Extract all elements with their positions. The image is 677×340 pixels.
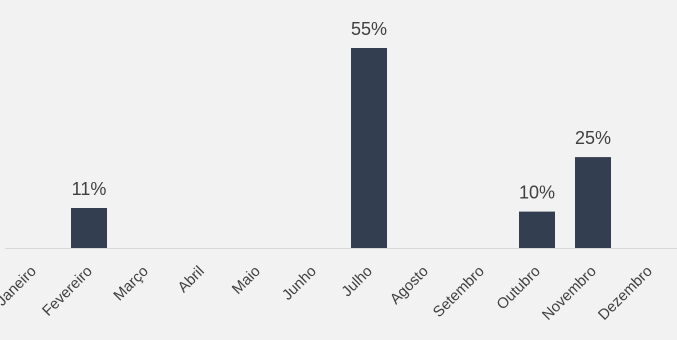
x-tick-labels-group: Janeiro Fevereiro Março Abril Maio Junho Julho… — [0, 263, 656, 324]
x-tick-label-outubro: Outubro — [493, 263, 543, 313]
bar-outubro — [519, 211, 555, 248]
bar-julho — [351, 48, 387, 248]
x-tick-label-julho: Julho — [338, 263, 375, 300]
data-label-novembro: 25% — [575, 128, 611, 148]
x-tick-label-agosto: Agosto — [387, 263, 432, 308]
data-label-fevereiro: 11% — [72, 179, 107, 199]
bars-group — [71, 48, 611, 248]
data-labels-group: 11% 55% 10% 25% — [72, 19, 611, 203]
x-tick-label-setembro: Setembro — [430, 263, 488, 321]
x-tick-label-dezembro: Dezembro — [595, 263, 656, 324]
x-tick-label-maio: Maio — [229, 263, 264, 298]
x-tick-label-novembro: Novembro — [539, 263, 600, 324]
x-tick-label-marco: Março — [110, 263, 151, 304]
x-tick-label-junho: Junho — [279, 263, 320, 304]
x-tick-label-fevereiro: Fevereiro — [39, 263, 96, 320]
bar-novembro — [575, 157, 611, 248]
x-tick-label-janeiro: Janeiro — [0, 263, 40, 310]
bar-fevereiro — [71, 208, 107, 248]
x-tick-label-abril: Abril — [175, 263, 208, 296]
data-label-julho: 55% — [351, 19, 387, 39]
data-label-outubro: 10% — [519, 183, 555, 203]
